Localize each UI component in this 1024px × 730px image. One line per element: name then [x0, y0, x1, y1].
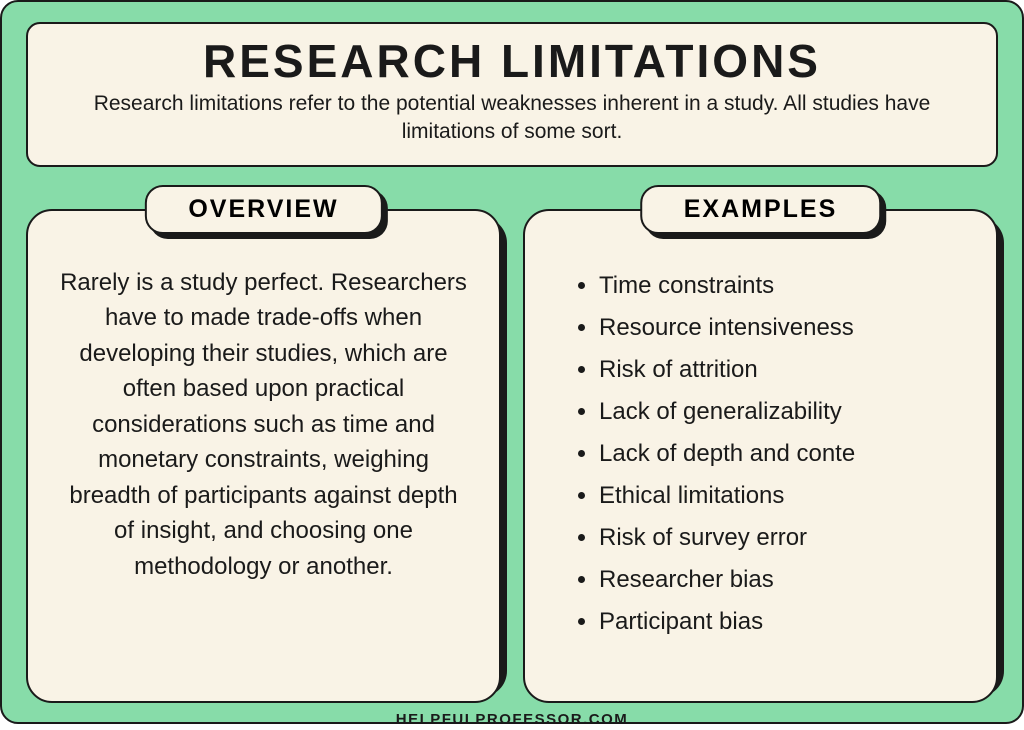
- overview-card-wrap: OVERVIEW Rarely is a study perfect. Rese…: [26, 209, 501, 703]
- overview-title: OVERVIEW: [144, 185, 382, 234]
- infographic-frame: RESEARCH LIMITATIONS Research limitation…: [0, 0, 1024, 724]
- list-item: Resource intensiveness: [599, 307, 966, 349]
- list-item: Risk of survey error: [599, 517, 966, 559]
- list-item: Ethical limitations: [599, 475, 966, 517]
- list-item: Lack of generalizability: [599, 391, 966, 433]
- list-item: Risk of attrition: [599, 349, 966, 391]
- footer-credit: HELPFULPROFESSOR.COM: [26, 703, 998, 730]
- list-item: Time constraints: [599, 265, 966, 307]
- list-item: Participant bias: [599, 601, 966, 643]
- examples-card-wrap: EXAMPLES Time constraints Resource inten…: [523, 209, 998, 703]
- subtitle: Research limitations refer to the potent…: [68, 90, 956, 147]
- examples-card: EXAMPLES Time constraints Resource inten…: [523, 209, 998, 703]
- columns: OVERVIEW Rarely is a study perfect. Rese…: [26, 209, 998, 703]
- main-title: RESEARCH LIMITATIONS: [68, 38, 956, 84]
- examples-title-wrap: EXAMPLES: [640, 185, 882, 234]
- examples-list: Time constraints Resource intensiveness …: [555, 265, 966, 643]
- overview-title-wrap: OVERVIEW: [144, 185, 382, 234]
- examples-title: EXAMPLES: [640, 185, 882, 234]
- overview-body: Rarely is a study perfect. Researchers h…: [58, 265, 469, 585]
- overview-card: OVERVIEW Rarely is a study perfect. Rese…: [26, 209, 501, 703]
- list-item: Researcher bias: [599, 559, 966, 601]
- list-item: Lack of depth and conte: [599, 433, 966, 475]
- header-card: RESEARCH LIMITATIONS Research limitation…: [26, 22, 998, 167]
